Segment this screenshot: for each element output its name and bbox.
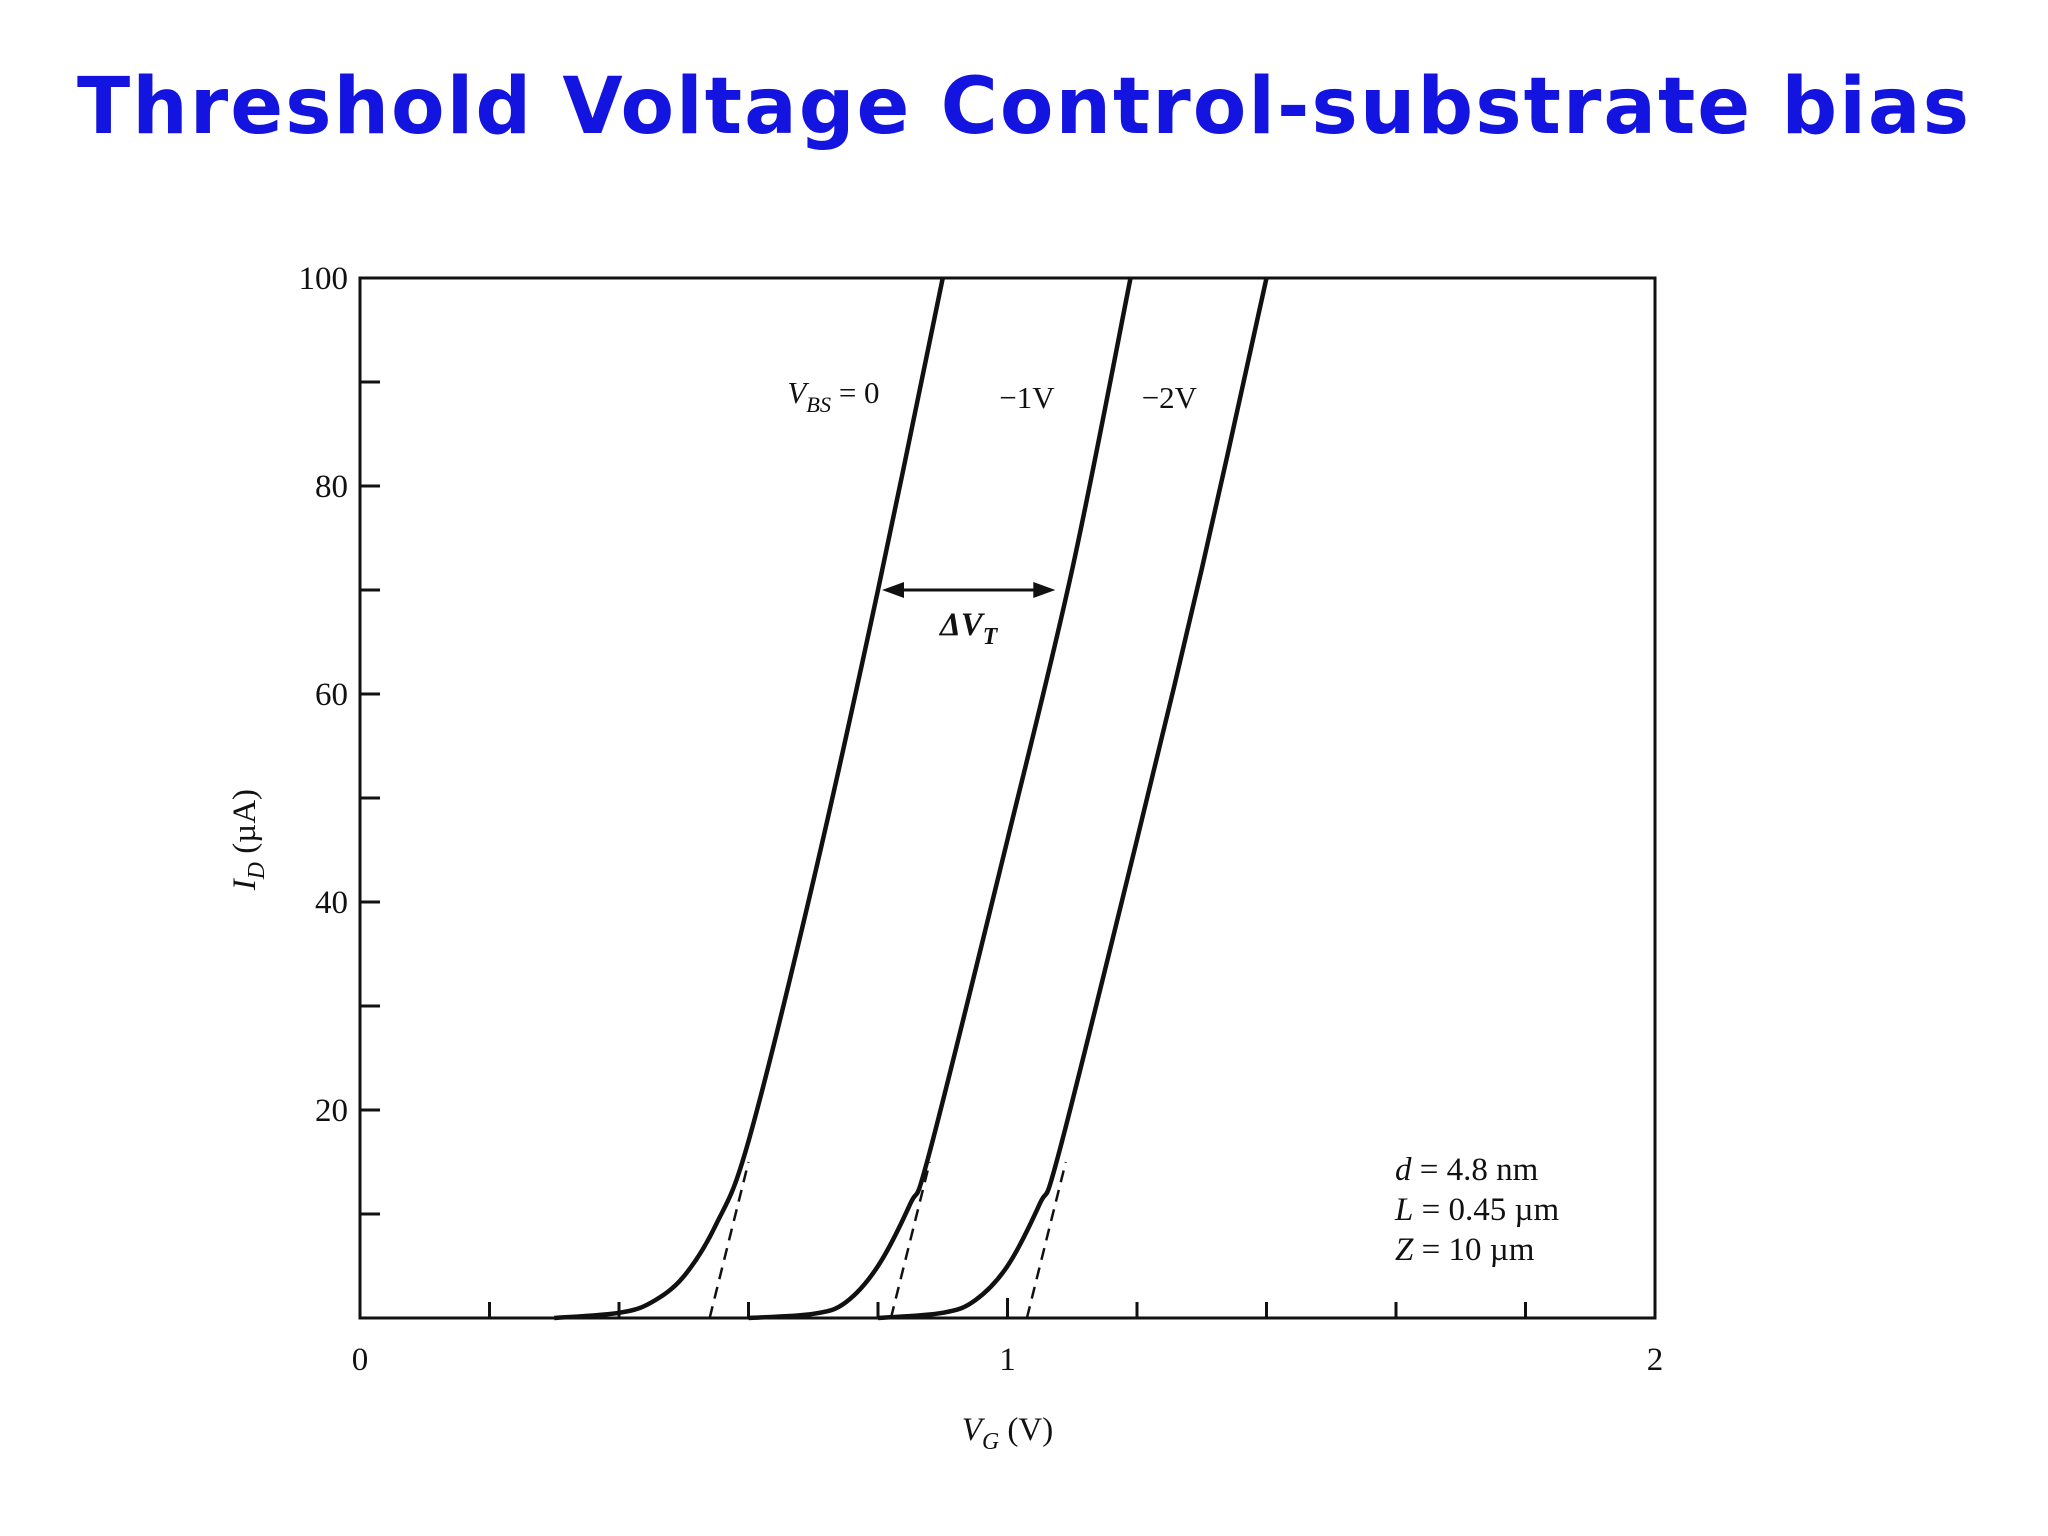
x-tick-label: 0: [352, 1342, 369, 1378]
series-label-3: −2V: [1142, 380, 1198, 415]
y-tick-label: 40: [315, 885, 348, 921]
chart-series: [554, 277, 1269, 1321]
series-line-2: [748, 277, 1133, 1321]
y-tick-label: 60: [315, 677, 348, 713]
y-tick-label: 20: [315, 1093, 348, 1129]
series-line-1: [554, 277, 945, 1321]
series-label-2: −1V: [999, 380, 1055, 415]
x-axis-label: VG (V): [962, 1412, 1053, 1455]
y-axis-label: ID (µA): [227, 789, 270, 891]
y-tick-label: 80: [315, 469, 348, 505]
param-note-line: d = 4.8 nm: [1395, 1152, 1539, 1188]
y-tick-label: 100: [299, 261, 349, 297]
param-note-line: L = 0.45 µm: [1394, 1192, 1559, 1228]
series-extrapolation-2: [889, 1161, 932, 1319]
delta-vt-label: ΔVT: [938, 607, 999, 650]
series-extrapolation-1: [708, 1161, 750, 1319]
slide-title: Threshold Voltage Control-substrate bias: [77, 62, 1971, 152]
delta-vt-arrow-head-right: [1033, 582, 1056, 598]
x-tick-label: 1: [999, 1342, 1016, 1378]
x-tick-label: 2: [1647, 1342, 1664, 1378]
series-label-1: VBS = 0: [787, 375, 879, 417]
param-note-line: Z = 10 µm: [1395, 1232, 1535, 1268]
series-line-3: [877, 277, 1269, 1321]
series-extrapolation-3: [1025, 1161, 1067, 1319]
delta-vt-arrow-head-left: [882, 582, 904, 598]
chart-axes: 20 40 60 80 100 0 1 2 VG (V) ID (µA): [227, 261, 1663, 1455]
chart-annotations: VBS = 0 −1V −2V ΔVT d = 4.8 nm L = 0.45 µm Z =…: [787, 375, 1559, 1268]
